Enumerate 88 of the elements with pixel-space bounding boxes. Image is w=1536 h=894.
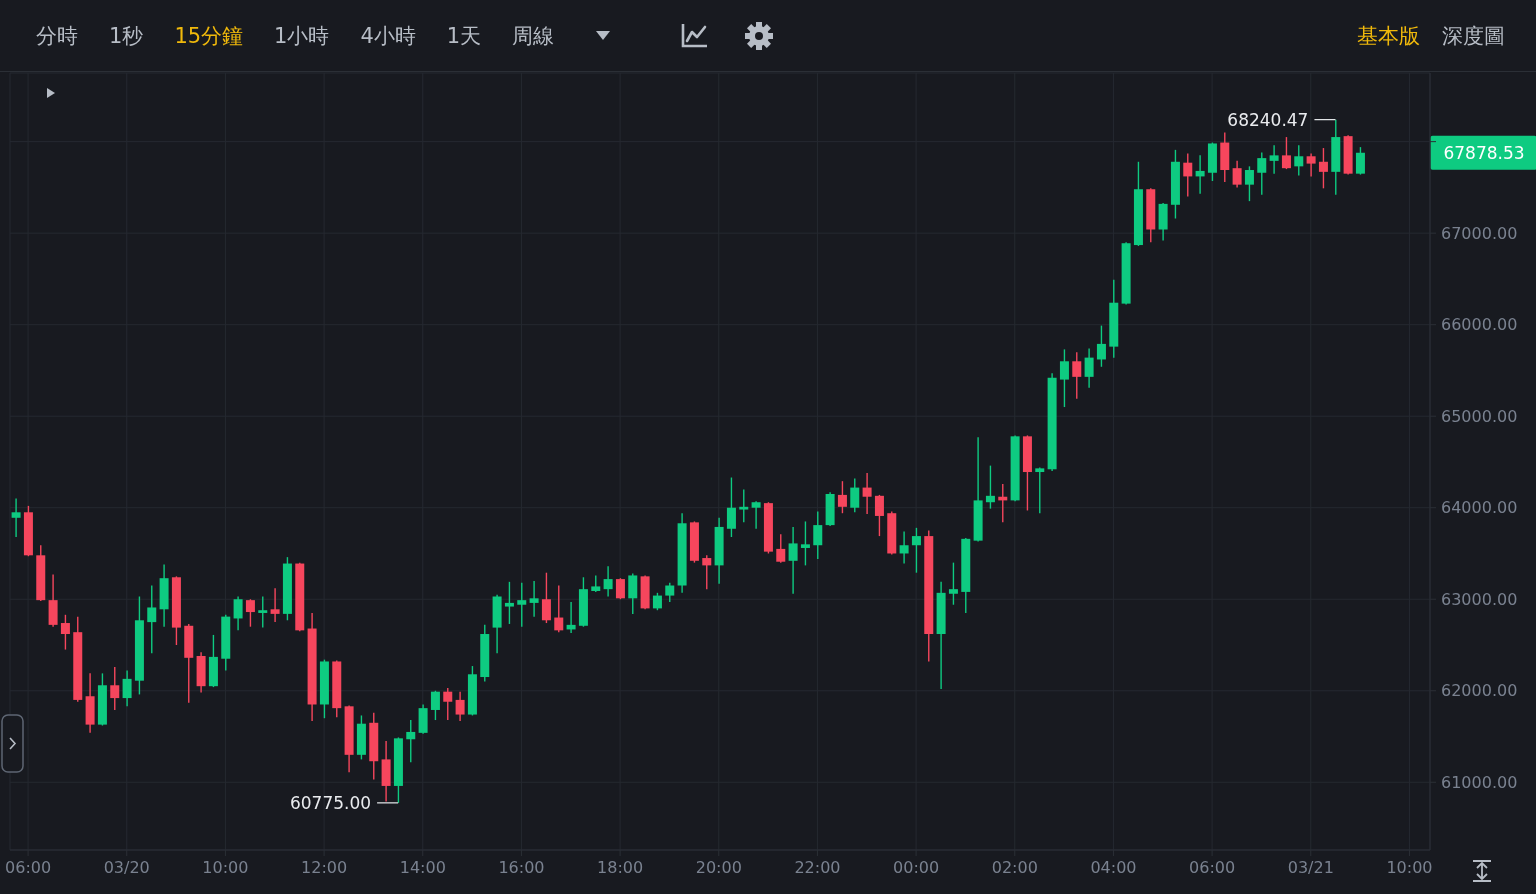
text: 1小時 xyxy=(274,22,330,50)
x-tick-label: 20:00 xyxy=(695,858,742,878)
candlestick xyxy=(245,598,255,628)
candlestick xyxy=(1281,136,1291,170)
text: 分時 xyxy=(36,22,78,50)
candlestick xyxy=(702,554,712,590)
x-tick-label: 12:00 xyxy=(301,858,348,878)
candlestick xyxy=(899,530,909,565)
text: 1天 xyxy=(446,22,482,50)
candlestick xyxy=(726,476,736,538)
candlestick xyxy=(985,464,995,510)
y-tick-label: 63000.00 xyxy=(1441,589,1518,609)
candlestick xyxy=(1232,160,1242,189)
candlestick xyxy=(1294,144,1304,177)
candlestick xyxy=(1059,348,1069,408)
candlestick xyxy=(751,500,761,530)
candlestick xyxy=(615,577,625,600)
x-tick-label: 22:00 xyxy=(794,858,841,878)
candlestick xyxy=(1306,152,1316,178)
candlestick xyxy=(800,520,810,567)
candlestick xyxy=(517,582,527,628)
candlestick xyxy=(1355,146,1365,176)
text: 深度圖 xyxy=(1442,22,1505,50)
x-tick-label: 10:00 xyxy=(202,858,249,878)
candlestick xyxy=(110,666,120,711)
candlestick xyxy=(1257,151,1267,196)
candlestick xyxy=(406,719,416,763)
candlestick xyxy=(1269,144,1279,175)
candlestick xyxy=(1035,466,1045,514)
x-tick-label: 06:00 xyxy=(5,858,52,878)
x-tick-label: 03/20 xyxy=(103,858,150,878)
x-tick-label: 14:00 xyxy=(399,858,446,878)
candlestick xyxy=(813,510,823,560)
x-tick-label: 18:00 xyxy=(597,858,644,878)
x-tick-label: 16:00 xyxy=(498,858,545,878)
x-tick-label: 10:00 xyxy=(1386,858,1433,878)
x-tick-label: 04:00 xyxy=(1090,858,1137,878)
candlestick xyxy=(603,565,613,598)
text: 4小時 xyxy=(360,22,416,50)
candlestick xyxy=(147,584,157,654)
candlestick xyxy=(122,669,132,708)
candlestick xyxy=(1195,154,1205,195)
candlestick xyxy=(862,472,872,515)
candlestick xyxy=(1072,351,1082,400)
annotation: 68240.47 xyxy=(1227,109,1309,130)
candlestick xyxy=(60,614,70,651)
candlestick xyxy=(776,533,786,564)
candlestick xyxy=(270,587,280,623)
annotation: 60775.00 xyxy=(289,792,372,813)
text: 1秒 xyxy=(109,22,144,50)
candlestick xyxy=(1096,324,1106,368)
candlestick xyxy=(504,581,514,625)
candlestick xyxy=(850,477,860,513)
candlestick xyxy=(911,527,921,574)
x-tick-label: 06:00 xyxy=(1189,858,1236,878)
candlestick xyxy=(529,580,539,618)
candlestick xyxy=(455,690,465,722)
candlestick xyxy=(233,595,243,632)
text: 67878.53 xyxy=(1443,142,1525,163)
x-tick-label: 00:00 xyxy=(893,858,940,878)
candlestick xyxy=(788,526,798,595)
candlestick xyxy=(430,690,440,721)
candlestick xyxy=(948,561,958,606)
candlestick xyxy=(443,687,453,721)
candlestick xyxy=(554,584,564,633)
y-tick-label: 62000.00 xyxy=(1441,681,1518,701)
candlestick xyxy=(1084,347,1094,389)
candlestick xyxy=(1318,147,1328,190)
text: 15分鐘 xyxy=(174,22,244,50)
candlestick xyxy=(11,497,21,538)
candlestick xyxy=(874,494,884,537)
x-tick-label: 03/21 xyxy=(1287,858,1334,878)
y-tick-label: 66000.00 xyxy=(1441,315,1518,335)
y-tick-label: 67000.00 xyxy=(1441,223,1518,243)
text: 基本版 xyxy=(1357,22,1420,50)
y-tick-label: 61000.00 xyxy=(1441,772,1518,792)
candlestick xyxy=(739,488,749,524)
x-tick-label: 02:00 xyxy=(991,858,1038,878)
candlestick xyxy=(837,480,847,514)
candlestick xyxy=(665,582,675,603)
candlestick xyxy=(1183,152,1193,198)
y-tick-label: 64000.00 xyxy=(1441,498,1518,518)
y-tick-label: 65000.00 xyxy=(1441,406,1518,426)
candlestick xyxy=(258,595,268,629)
candlestick xyxy=(628,572,638,615)
text: 周線 xyxy=(512,22,555,50)
candlestick xyxy=(1244,165,1254,202)
candlestick xyxy=(541,572,551,624)
